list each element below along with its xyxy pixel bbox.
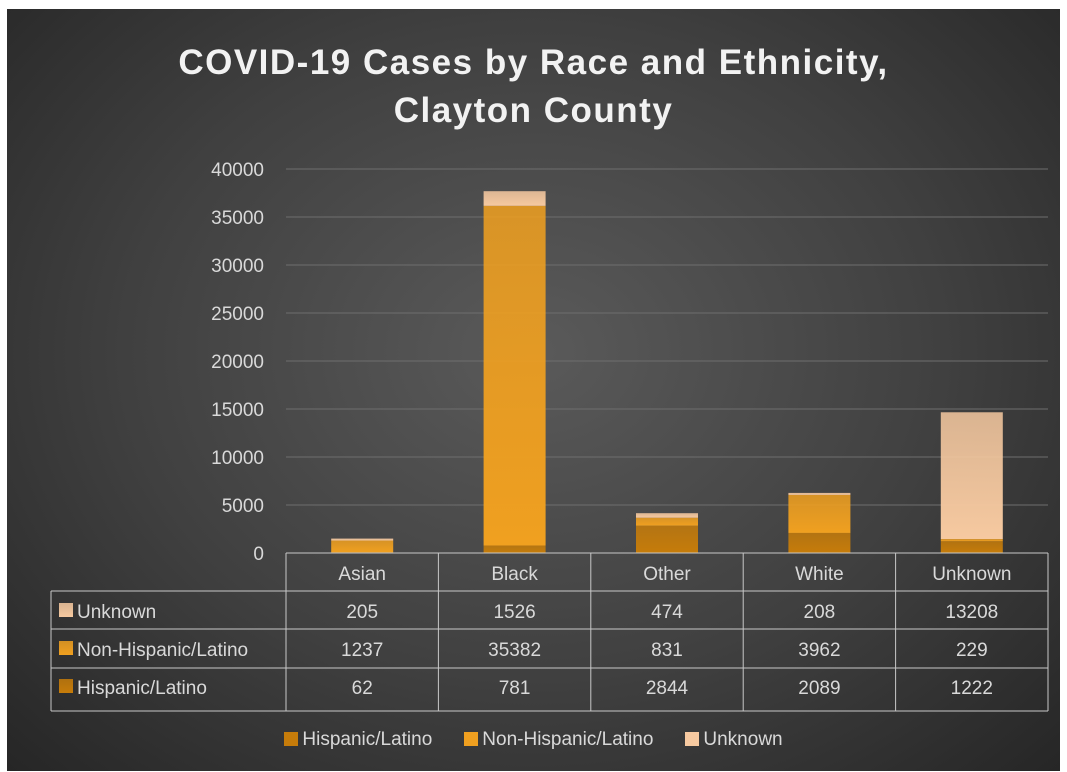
y-axis-ticks: 0 5000 10000 15000 20000 25000 30000 35000 40000 (211, 160, 264, 565)
table-cell-value: 62 (352, 678, 373, 699)
bar-segment-hispanic-latino-white (788, 532, 851, 553)
table-cell-value: 229 (956, 640, 988, 661)
legend-item: Unknown (685, 729, 783, 751)
legend-swatch (685, 732, 700, 746)
category-label: Asian (338, 564, 386, 585)
bar-segment-unknown-white (788, 492, 851, 495)
bar-segment-hispanic-latino-black (483, 545, 546, 553)
table-row-swatch (59, 679, 73, 693)
category-label: Black (491, 564, 538, 585)
table-row-label: Non-Hispanic/Latino (77, 640, 248, 661)
bar-segment-unknown-unknown (940, 412, 1003, 540)
y-tick-label: 5000 (222, 496, 264, 517)
chart-title: COVID-19 Cases by Race and Ethnicity, Cl… (7, 39, 1060, 135)
legend-label: Unknown (703, 729, 783, 750)
table-cell-value: 831 (651, 640, 683, 661)
legend-item: Hispanic/Latino (284, 729, 432, 751)
legend-item: Non-Hispanic/Latino (464, 729, 653, 751)
bar-segment-non-hispanic-latino-other (636, 517, 698, 526)
table-cell-value: 208 (804, 602, 836, 623)
category-label: Unknown (932, 564, 1011, 585)
bar-segment-non-hispanic-latino-unknown (940, 539, 1003, 542)
category-label: Other (643, 564, 691, 585)
bar-segment-non-hispanic-latino-white (788, 494, 851, 533)
table-cell-value: 35382 (488, 640, 541, 661)
chart-title-line-2: Clayton County (393, 91, 674, 130)
y-tick-label: 15000 (211, 400, 264, 421)
legend-swatch (284, 732, 299, 746)
chart-area: COVID-19 Cases by Race and Ethnicity, Cl… (7, 9, 1060, 771)
table-cell-value: 3962 (798, 640, 840, 661)
table-cell-value: 13208 (945, 602, 998, 623)
bar-segment-unknown-asian (331, 538, 394, 541)
y-tick-label: 35000 (211, 208, 264, 229)
legend: Hispanic/Latino Non-Hispanic/Latino Unknow… (7, 729, 1060, 751)
y-tick-label: 0 (253, 544, 264, 565)
y-tick-label: 10000 (211, 448, 264, 469)
bar-segment-hispanic-latino-unknown (940, 541, 1003, 553)
table-cell-value: 1526 (493, 602, 535, 623)
bar-segment-non-hispanic-latino-asian (331, 540, 394, 553)
legend-label: Non-Hispanic/Latino (482, 729, 654, 750)
category-label: White (795, 564, 844, 585)
table-row-label: Hispanic/Latino (77, 678, 207, 699)
table-cell-value: 474 (651, 602, 683, 623)
y-tick-label: 40000 (211, 160, 264, 181)
legend-swatch (464, 732, 479, 746)
table-cell-value: 205 (346, 602, 378, 623)
y-tick-label: 25000 (211, 304, 264, 325)
bars (331, 191, 1003, 553)
bar-segment-unknown-other (636, 513, 698, 518)
chart-title-line-1: COVID-19 Cases by Race and Ethnicity, (178, 43, 889, 82)
table-cell-value: 2089 (798, 678, 840, 699)
bar-segment-hispanic-latino-other (636, 525, 698, 553)
chart-svg: 0 5000 10000 15000 20000 25000 30000 35000 40000… (50, 160, 1049, 712)
gridlines (286, 168, 1048, 506)
legend-label: Hispanic/Latino (302, 729, 433, 750)
bar-segment-unknown-black (483, 191, 546, 206)
table-cell-value: 1237 (341, 640, 383, 661)
data-table: Asian Black Other White Unknown Unknown 205 152… (50, 552, 1049, 712)
bar-segment-non-hispanic-latino-black (483, 205, 546, 546)
y-tick-label: 30000 (211, 256, 264, 277)
table-cell-value: 2844 (646, 678, 689, 699)
y-tick-label: 20000 (211, 352, 264, 373)
table-row-swatch (59, 603, 73, 617)
table-cell-value: 781 (499, 678, 531, 699)
table-row-swatch (59, 641, 73, 655)
table-row-label: Unknown (77, 602, 156, 623)
table-cell-value: 1222 (951, 678, 993, 699)
